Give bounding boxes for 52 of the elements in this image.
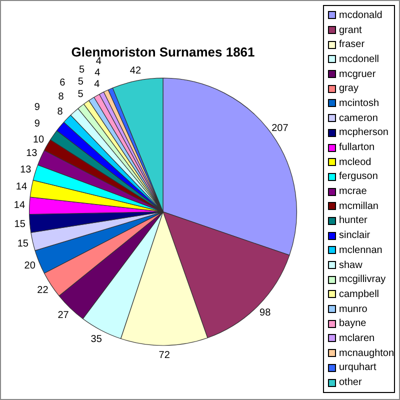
data-label: 72 — [158, 350, 170, 362]
legend-label: mcdonald — [338, 8, 384, 23]
legend-label: munro — [338, 302, 368, 316]
legend-label: mcnaughton — [338, 346, 394, 360]
data-label: 42 — [130, 66, 142, 77]
data-label: 22 — [37, 285, 49, 296]
data-label: 4 — [94, 78, 100, 90]
legend-label: hunter — [338, 214, 368, 228]
legend-label: mcpherson — [338, 126, 390, 140]
data-label: 4 — [94, 68, 101, 79]
legend-label: mcleod — [338, 156, 372, 170]
legend-label: fraser — [338, 38, 366, 52]
data-label: 15 — [14, 219, 26, 230]
data-label: 14 — [14, 200, 26, 211]
data-label: 13 — [26, 148, 38, 160]
data-label: 20 — [24, 260, 36, 272]
data-label: 5 — [78, 88, 84, 100]
legend-label: mcrae — [338, 185, 368, 199]
data-label: 27 — [58, 310, 70, 322]
data-label: 13 — [20, 164, 32, 176]
legend-label: fullarton — [338, 141, 376, 155]
legend-label: mcgruer — [338, 68, 377, 82]
data-label: 8 — [57, 106, 64, 118]
data-label: 98 — [260, 308, 272, 319]
data-label: 4 — [96, 56, 102, 68]
data-label: 15 — [17, 238, 29, 250]
legend-label: bayne — [338, 317, 368, 332]
legend-label: mcintosh — [338, 96, 380, 111]
data-label: 5 — [78, 76, 84, 88]
data-label: 10 — [32, 134, 45, 146]
data-label: 35 — [90, 334, 102, 345]
data-label: 8 — [58, 92, 64, 103]
data-label: 5 — [79, 64, 86, 76]
legend-label: mclaren — [338, 332, 376, 346]
legend-label: campbell — [338, 288, 380, 302]
legend-label: mclennan — [338, 244, 384, 258]
legend-label: ferguson — [338, 170, 379, 184]
data-label: 9 — [34, 118, 40, 130]
legend-label: mcgillivray — [338, 273, 387, 288]
legend-label: other — [338, 376, 363, 390]
legend-label: cameron — [338, 112, 379, 126]
data-label: 6 — [60, 77, 66, 88]
legend-label: mcmillan — [338, 200, 380, 214]
data-label: 9 — [34, 102, 40, 113]
legend-label: urquhart — [338, 361, 378, 376]
legend-label: gray — [338, 82, 360, 96]
legend-label: mcdonell — [338, 52, 380, 67]
legend-label: grant — [338, 24, 363, 38]
legend-label: shaw — [338, 258, 364, 272]
legend-label: sinclair — [338, 229, 372, 243]
data-label: 14 — [16, 182, 28, 193]
data-label: 207 — [272, 123, 289, 134]
